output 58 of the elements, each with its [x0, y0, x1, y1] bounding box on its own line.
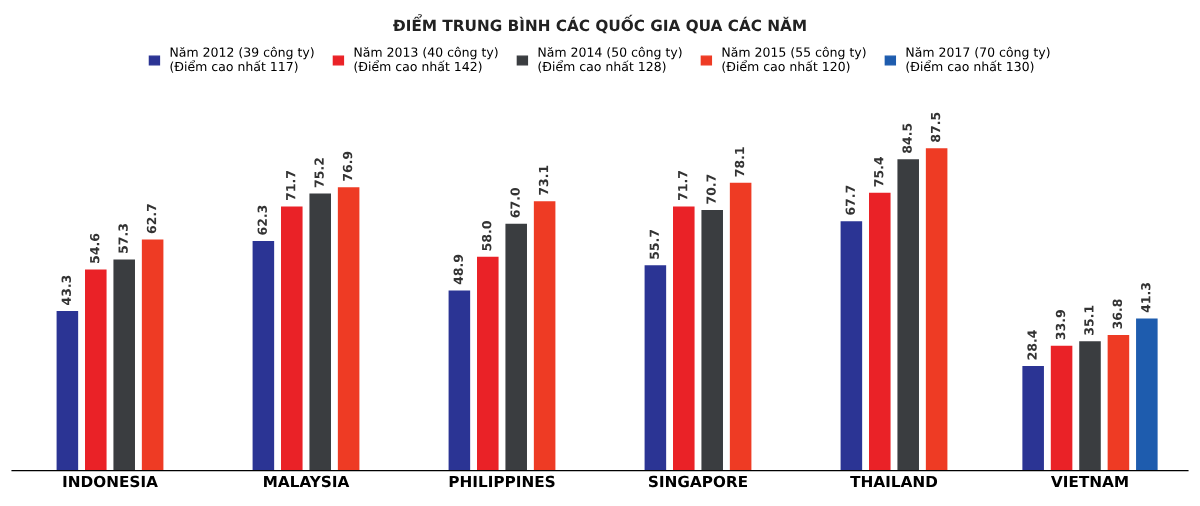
data-label: 58.0	[481, 221, 492, 251]
bar	[113, 259, 135, 471]
data-label: 57.3	[118, 224, 128, 253]
x-tick-label: THAILAND	[850, 475, 938, 488]
legend-label: Năm 2012 (39 công ty) (Điểm cao nhất 117)	[170, 46, 314, 73]
bar	[1136, 318, 1158, 471]
data-label: 35.1	[1084, 305, 1094, 335]
bar	[56, 311, 79, 471]
data-label: 67.7	[845, 185, 855, 215]
data-label: 75.2	[314, 158, 324, 188]
legend-label: Năm 2014 (50 công ty) (Điểm cao nhất 128)	[538, 46, 682, 73]
x-tick-label: PHILIPPINES	[449, 475, 555, 488]
data-label: 36.8	[1112, 299, 1123, 329]
bar	[477, 256, 499, 471]
bar	[897, 159, 919, 471]
bar	[448, 290, 471, 471]
data-label: 43.3	[61, 275, 71, 305]
x-tick-label: INDONESIA	[63, 475, 158, 488]
bar	[533, 201, 556, 471]
bar	[729, 182, 752, 471]
data-label: 54.6	[89, 233, 100, 263]
bar	[85, 269, 107, 471]
data-label: 87.5	[930, 112, 941, 142]
x-tick-label: SINGAPORE	[648, 475, 747, 488]
bar	[925, 148, 948, 471]
legend-label: Năm 2017 (70 công ty) (Điểm cao nhất 130)	[906, 46, 1050, 73]
data-label: 84.5	[902, 123, 912, 153]
bar	[337, 187, 360, 471]
bar	[869, 192, 891, 471]
data-label: 28.4	[1027, 330, 1037, 360]
x-tick-label: VIETNAM	[1050, 475, 1128, 488]
data-label: 33.9	[1055, 310, 1066, 340]
legend-label: Năm 2013 (40 công ty) (Điểm cao nhất 142)	[354, 46, 498, 73]
bar	[505, 223, 527, 471]
bar	[141, 239, 164, 471]
data-label: 73.1	[538, 165, 549, 195]
data-label: 75.4	[874, 156, 884, 187]
data-label: 55.7	[649, 229, 659, 259]
data-label: 67.0	[510, 187, 520, 218]
bar	[701, 210, 723, 471]
legend-label: Năm 2015 (55 công ty) (Điểm cao nhất 120)	[722, 46, 866, 73]
bar	[644, 265, 667, 471]
bar	[840, 221, 863, 471]
bar	[673, 206, 695, 471]
data-label: 76.9	[342, 151, 353, 181]
bar	[309, 193, 331, 471]
data-label: 78.1	[734, 147, 745, 177]
x-tick-label: MALAYSIA	[264, 475, 350, 488]
data-label: 71.7	[678, 171, 688, 201]
data-label: 62.7	[146, 204, 157, 234]
chart-title: ĐIỂM TRUNG BÌNH CÁC QUỐC GIA QUA CÁC NĂM	[393, 14, 806, 34]
data-label: 70.7	[706, 174, 716, 204]
bar	[252, 241, 275, 471]
data-label: 41.3	[1141, 283, 1151, 313]
data-label: 48.9	[453, 254, 463, 285]
bar	[281, 206, 303, 471]
data-label: 71.7	[286, 171, 296, 201]
data-label: 62.3	[257, 205, 267, 235]
